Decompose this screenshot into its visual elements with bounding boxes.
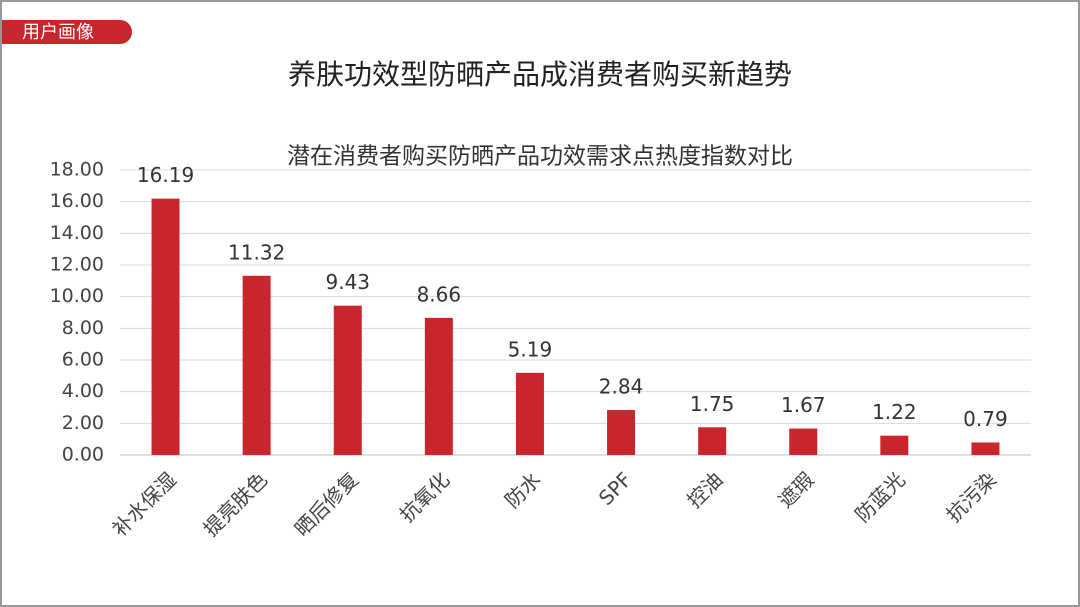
- bar: [242, 275, 271, 455]
- bar: [789, 428, 818, 455]
- tag-background: [2, 20, 132, 44]
- data-label: 2.84: [599, 375, 644, 399]
- bar: [607, 410, 636, 455]
- tag-label: 用户画像: [22, 22, 94, 43]
- data-label: 0.79: [963, 407, 1008, 431]
- y-tick-label: 2.00: [62, 412, 104, 434]
- y-tick-label: 6.00: [62, 349, 104, 371]
- slide-title: 养肤功效型防晒产品成消费者购买新趋势: [288, 58, 792, 91]
- bar: [971, 442, 1000, 455]
- data-label: 16.19: [137, 163, 194, 187]
- chart-title: 潜在消费者购买防晒产品功效需求点热度指数对比: [287, 144, 793, 170]
- y-tick-label: 14.00: [50, 222, 104, 244]
- y-tick-label: 4.00: [62, 380, 104, 402]
- data-label: 1.75: [690, 392, 735, 416]
- y-tick-label: 18.00: [50, 159, 104, 181]
- data-label: 11.32: [228, 240, 285, 264]
- bar: [698, 427, 727, 455]
- data-label: 9.43: [325, 270, 370, 294]
- data-label: 1.67: [781, 393, 826, 417]
- bar: [424, 317, 453, 455]
- bar: [151, 198, 180, 456]
- data-label: 5.19: [508, 337, 553, 361]
- y-tick-label: 10.00: [50, 285, 104, 307]
- data-label: 8.66: [417, 282, 462, 306]
- bar: [880, 435, 909, 455]
- bar: [333, 305, 362, 455]
- y-tick-label: 12.00: [50, 254, 104, 276]
- y-tick-label: 16.00: [50, 190, 104, 212]
- y-tick-label: 0.00: [62, 444, 104, 466]
- y-tick-label: 8.00: [62, 317, 104, 339]
- bar: [515, 372, 544, 455]
- data-label: 1.22: [872, 400, 917, 424]
